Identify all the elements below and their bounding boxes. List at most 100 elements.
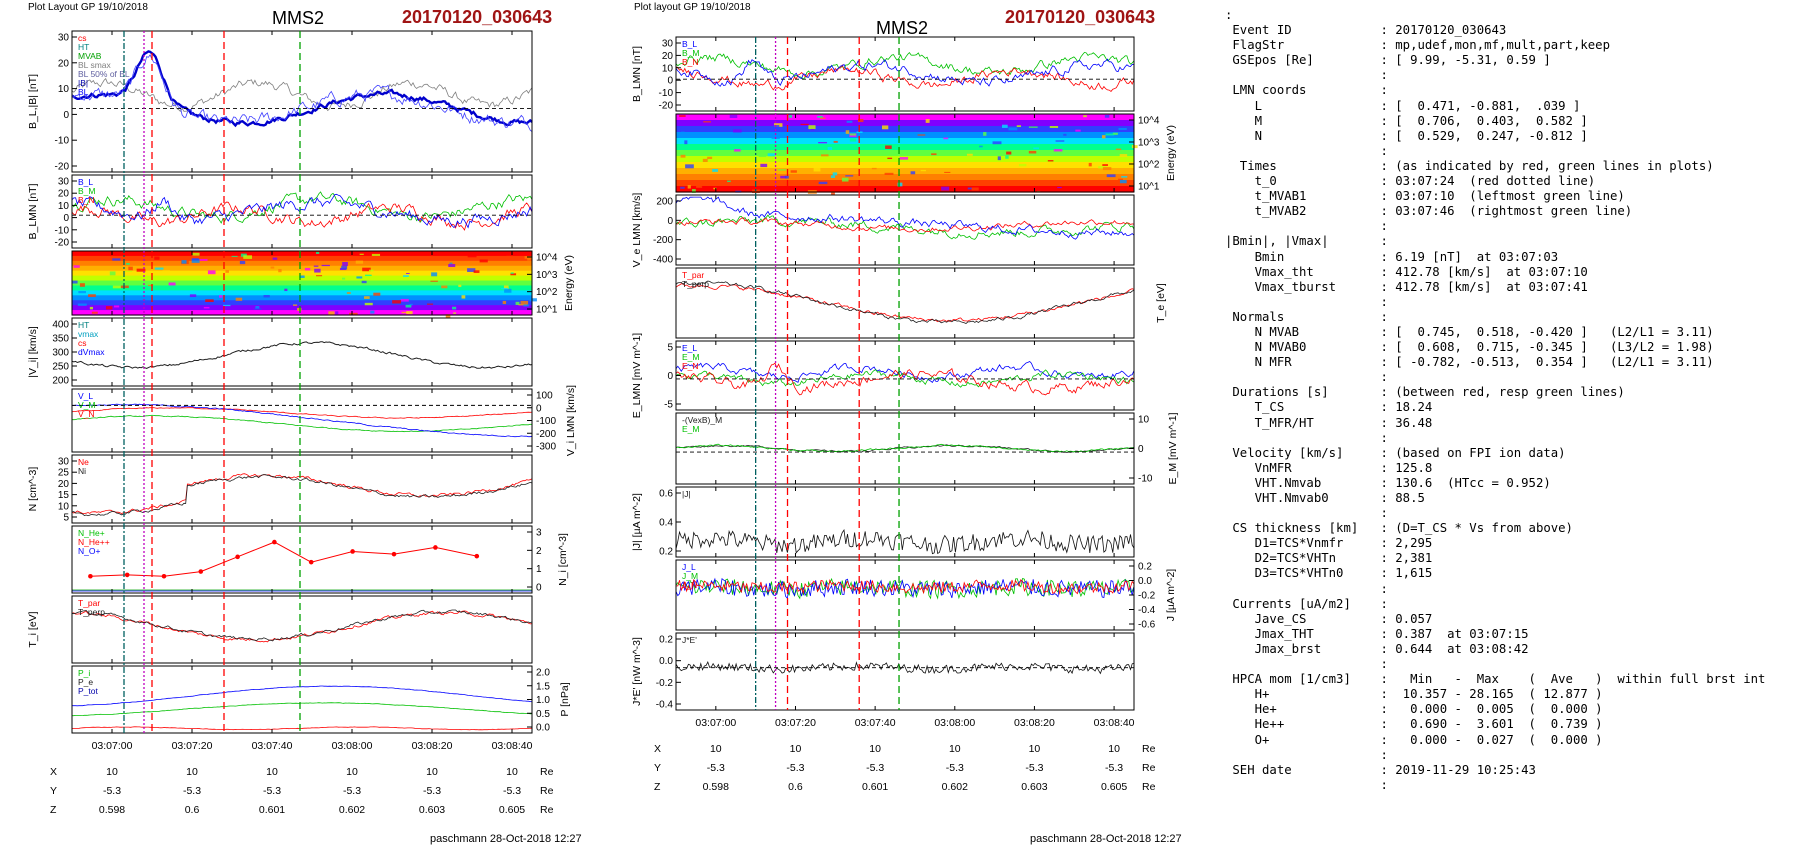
hpca-point [124, 572, 130, 578]
spectrogram-speckle [154, 256, 160, 260]
spectrogram-speckle [342, 277, 346, 280]
info-line: : [1225, 777, 1388, 792]
series-line [71, 609, 533, 642]
spectrogram-band [72, 280, 532, 287]
spectrogram-speckle [270, 266, 275, 269]
y-tick-label: 350 [52, 334, 69, 345]
panel-frame [71, 454, 533, 524]
y-axis-label: P [nPa] [559, 682, 571, 716]
spectrogram-speckle [449, 262, 453, 264]
info-line: M : [ 0.706, 0.403, 0.582 ] [1225, 113, 1588, 128]
spectrogram-speckle [503, 285, 509, 290]
panel-frame [71, 595, 533, 664]
legend-entry: |B| [78, 78, 88, 88]
legend-entry: BL 50% of BL [78, 69, 130, 79]
legend-entry: P_e [78, 677, 93, 687]
orbit-row-label: X [50, 766, 57, 778]
orbit-value: -5.3 [503, 785, 521, 797]
orbit-value: 10 [266, 766, 278, 778]
y-tick-label: -20 [55, 162, 70, 173]
spectrogram-speckle [105, 306, 113, 310]
spectrogram-speckle [431, 272, 438, 277]
info-line: He+ : 0.000 - 0.005 ( 0.000 ) [1225, 702, 1603, 717]
spectrogram-speckle [510, 272, 514, 274]
series-line [71, 474, 533, 517]
spectrogram-speckle [506, 255, 511, 258]
orbit-unit: Re [540, 804, 554, 816]
y-tick-label: 5 [63, 513, 69, 524]
spectrogram-speckle [199, 258, 208, 261]
info-line: VHT.Nmvab : 130.6 (HTcc = 0.952) [1225, 475, 1551, 490]
spectrogram-speckle [109, 271, 116, 276]
spectrogram-speckle [72, 280, 78, 284]
orbit-row-label: Z [50, 804, 57, 816]
info-line: T_CS : 18.24 [1225, 400, 1433, 415]
legend-entry: N_He++ [78, 537, 110, 547]
spectrogram-speckle [502, 300, 507, 305]
spectrogram-speckle [299, 275, 305, 278]
spectrogram-band [72, 260, 532, 267]
spectrogram-speckle [361, 280, 367, 284]
spectrogram-speckle [392, 300, 402, 304]
spectrogram-speckle [79, 283, 85, 287]
spectrogram-speckle [510, 273, 517, 276]
hpca-point [433, 545, 438, 550]
y-tick-label: 10^1 [536, 305, 558, 316]
y-axis-label: T_i [eV] [27, 611, 39, 647]
y-tick-label: 200 [52, 376, 69, 387]
series-line [71, 407, 533, 419]
info-line: SEH date : 2019-11-29 10:25:43 [1225, 762, 1536, 777]
spectrogram-speckle [292, 304, 298, 306]
spectrogram-speckle [523, 304, 530, 307]
y-tick-label: 0 [536, 583, 542, 594]
legend-entry: dVmax [78, 347, 105, 357]
y-tick-label: 400 [52, 320, 69, 331]
legend-entry: B_N [78, 195, 95, 205]
spectrogram-speckle [515, 301, 520, 305]
y-tick-label: -200 [536, 429, 556, 440]
spectrogram-speckle [225, 270, 229, 273]
spectrogram-speckle [240, 253, 247, 257]
info-line: D2=TCS*VHTn : 2,381 [1225, 551, 1433, 566]
spectrogram-speckle [162, 270, 170, 272]
orbit-row-label: Y [50, 785, 57, 797]
spectrogram-speckle [527, 256, 531, 261]
y-tick-label: 0 [63, 110, 69, 121]
spectrogram-speckle [520, 300, 529, 305]
hpca-he-line [90, 541, 477, 577]
spectrogram-speckle [467, 254, 477, 258]
info-line: : [1225, 294, 1388, 309]
spectrogram-band [72, 285, 532, 291]
spectrogram-speckle [518, 304, 528, 306]
legend-entry: B_M [78, 186, 95, 196]
orbit-value: 10 [186, 766, 198, 778]
spectrogram-speckle [501, 287, 508, 290]
info-line: t_MVAB1 : 03:07:10 (leftmost green line) [1225, 189, 1625, 204]
series-line [71, 77, 533, 112]
panel-frame [71, 30, 533, 173]
orbit-value: 0.602 [339, 804, 365, 816]
y-tick-label: 250 [52, 362, 69, 373]
info-line: Vmax_tburst : 412.78 [km/s] at 03:07:41 [1225, 279, 1588, 294]
legend-entry: BL smax [78, 60, 112, 70]
series-line [72, 702, 533, 717]
spectrogram-speckle [181, 260, 187, 264]
y-tick-label: 0 [536, 403, 542, 414]
series-line [71, 473, 533, 515]
panel-hpca-density: 3 2 1 0 N_i [cm^-3] N_He+N_He++N_O+ [71, 525, 569, 594]
left-spacecraft-label: MMS2 [272, 8, 325, 28]
spectrogram-band [72, 251, 532, 257]
spectrogram-speckle [207, 270, 216, 275]
y-tick-label: 1.0 [536, 695, 550, 706]
orbit-value: 0.603 [419, 804, 445, 816]
orbit-value: 0.598 [99, 804, 125, 816]
y-tick-label: 30 [58, 457, 70, 468]
info-line: T_MFR/HT : 36.48 [1225, 415, 1433, 430]
spectrogram-speckle [461, 295, 466, 299]
hpca-point [391, 551, 397, 557]
legend-entry: HT [78, 42, 89, 52]
spectrogram-speckle [452, 306, 457, 310]
hpca-point [161, 573, 167, 579]
spectrogram-speckle [321, 264, 330, 267]
spectrogram-speckle [403, 275, 409, 277]
